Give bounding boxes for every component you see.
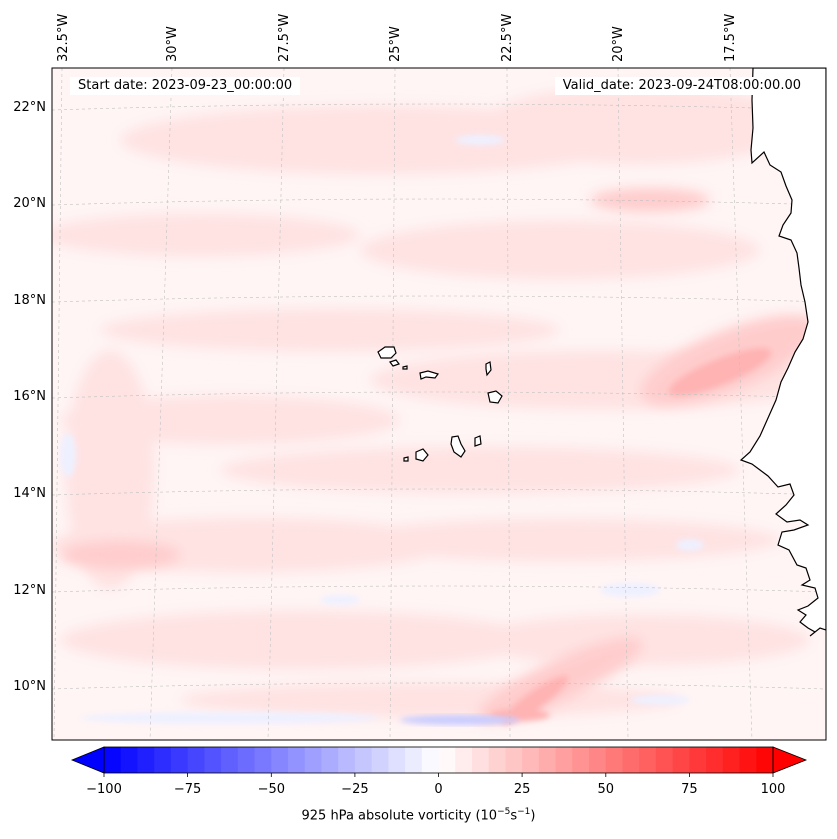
colorbar-cell — [154, 747, 172, 773]
colorbar-cell — [104, 747, 122, 773]
colorbar-cell — [137, 747, 155, 773]
colorbar-extend-min — [70, 746, 105, 774]
lon-label: 20°W — [611, 26, 626, 62]
island-boa-vista — [487, 390, 503, 404]
lon-label: 17.5°W — [723, 14, 738, 62]
colorbar-label-exp2: −1 — [517, 807, 531, 817]
colorbar: −100 −75 −50 −25 0 25 50 75 100 — [70, 746, 808, 797]
start-date-label: Start date: 2023-09-23_00:00:00 — [70, 77, 301, 95]
lon-label: 25°W — [388, 26, 403, 62]
island-sal — [485, 361, 492, 377]
colorbar-cell — [287, 747, 306, 773]
african-landmass — [739, 68, 826, 637]
colorbar-label-mid: s — [510, 808, 518, 824]
colorbar-cell — [338, 747, 356, 773]
colorbar-cell — [170, 747, 189, 773]
colorbar-extend-max — [772, 746, 808, 774]
island-brava — [403, 456, 409, 462]
colorbar-cell — [555, 747, 573, 773]
lat-label: 20°N — [13, 196, 46, 211]
colorbar-cell — [739, 747, 757, 773]
map-panel — [52, 68, 826, 740]
island-santiago — [450, 435, 466, 458]
colorbar-cell — [120, 747, 139, 773]
graticule — [52, 68, 826, 740]
longitude-labels: 32.5°W 30°W 27.5°W 25°W 22.5°W 20°W 17.5… — [56, 14, 738, 62]
lon-label: 22.5°W — [500, 14, 515, 62]
colorbar-cell — [237, 747, 256, 773]
map-border — [51, 67, 827, 741]
colorbar-cell — [522, 747, 540, 773]
lon-label: 32.5°W — [56, 14, 71, 62]
colorbar-cell — [321, 747, 339, 773]
colorbar-cell — [271, 747, 289, 773]
colorbar-cell — [388, 747, 406, 773]
lat-label: 14°N — [13, 486, 46, 501]
island-santo-antao — [377, 346, 397, 359]
colorbar-tick-label: −50 — [258, 782, 285, 797]
colorbar-tick-label: 100 — [761, 782, 786, 797]
island-sao-nicolau — [419, 370, 439, 380]
colorbar-cell — [605, 747, 624, 773]
negative-vorticity-moderate — [400, 715, 520, 725]
island-santa-luzia — [402, 365, 408, 370]
colorbar-cells — [104, 747, 774, 773]
colorbar-label-prefix: 925 hPa absolute vorticity (10 — [301, 808, 498, 824]
colorbar-cell — [455, 747, 473, 773]
colorbar-cell — [204, 747, 222, 773]
negative-vorticity-weak — [60, 135, 704, 724]
colorbar-cell — [254, 747, 272, 773]
colorbar-cell — [221, 747, 239, 773]
lon-label: 27.5°W — [277, 14, 292, 62]
cape-verde-islands — [377, 346, 503, 462]
colorbar-cell — [421, 747, 440, 773]
colorbar-tick-label: −75 — [174, 782, 201, 797]
colorbar-tick-label: 75 — [681, 782, 698, 797]
colorbar-cell — [505, 747, 523, 773]
african-coastline — [739, 68, 826, 637]
island-sao-vicente — [389, 359, 400, 367]
valid-date-label: Valid_date: 2023-09-24T08:00:00.00 — [554, 77, 809, 95]
colorbar-cell — [538, 747, 557, 773]
colorbar-cell — [354, 747, 373, 773]
colorbar-cell — [722, 747, 741, 773]
lat-label: 10°N — [13, 679, 46, 694]
colorbar-cell — [622, 747, 640, 773]
island-maio — [474, 435, 482, 447]
colorbar-label: 925 hPa absolute vorticity (10−5s−1) — [0, 807, 837, 823]
colorbar-cell — [756, 747, 774, 773]
colorbar-tick-label: 25 — [514, 782, 531, 797]
colorbar-cell — [655, 747, 674, 773]
colorbar-cell — [706, 747, 724, 773]
colorbar-label-exp1: −5 — [497, 807, 511, 817]
lat-label: 18°N — [13, 293, 46, 308]
colorbar-tick-label: 50 — [598, 782, 615, 797]
colorbar-tick-label: −100 — [86, 782, 122, 797]
lon-label: 30°W — [165, 26, 180, 62]
colorbar-tick-labels: −100 −75 −50 −25 0 25 50 75 100 — [86, 782, 785, 797]
colorbar-cell — [405, 747, 423, 773]
latitude-labels: 22°N 20°N 18°N 16°N 14°N 12°N 10°N — [13, 100, 46, 694]
colorbar-ticks — [103, 773, 774, 777]
colorbar-cell — [438, 747, 456, 773]
colorbar-cell — [304, 747, 323, 773]
lat-label: 16°N — [13, 389, 46, 404]
colorbar-cell — [187, 747, 205, 773]
colorbar-label-suffix: ) — [530, 808, 536, 824]
colorbar-cell — [471, 747, 490, 773]
colorbar-cell — [672, 747, 690, 773]
colorbar-cell — [589, 747, 607, 773]
colorbar-cell — [689, 747, 707, 773]
island-fogo — [415, 448, 429, 462]
colorbar-tick-label: −25 — [341, 782, 368, 797]
lat-label: 22°N — [13, 100, 46, 115]
colorbar-cell — [488, 747, 507, 773]
colorbar-cell — [371, 747, 389, 773]
colorbar-cell — [639, 747, 657, 773]
colorbar-cell — [572, 747, 590, 773]
colorbar-tick-label: 0 — [434, 782, 442, 797]
lat-label: 12°N — [13, 583, 46, 598]
